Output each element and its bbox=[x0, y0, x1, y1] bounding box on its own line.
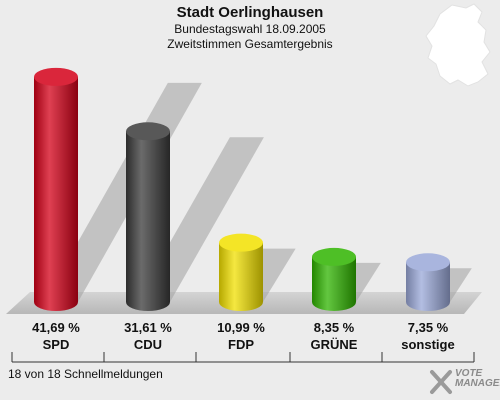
bar-sonstige bbox=[406, 253, 450, 311]
reporting-status: 18 von 18 Schnellmeldungen bbox=[8, 367, 163, 381]
category-label-gr-ne: GRÜNE bbox=[310, 337, 358, 352]
bar-cdu bbox=[126, 122, 170, 311]
bar-top-sonstige bbox=[406, 253, 450, 272]
bar-top-spd bbox=[34, 67, 78, 86]
vote-manager-logo-text: VOTE MANAGER bbox=[455, 369, 500, 389]
bar-fdp bbox=[219, 233, 263, 311]
bar-body-spd bbox=[34, 76, 78, 312]
logo-line-manager: MANAGER bbox=[455, 378, 500, 389]
value-label-sonstige: 7,35 % bbox=[407, 320, 449, 335]
value-label-gr-ne: 8,35 % bbox=[313, 320, 355, 335]
chart-subtitle-election: Bundestagswahl 18.09.2005 bbox=[174, 22, 326, 36]
bar-spd bbox=[34, 67, 78, 312]
chart-title: Stadt Oerlinghausen bbox=[176, 4, 324, 21]
value-label-cdu: 31,61 % bbox=[124, 320, 172, 335]
bar-gr-ne bbox=[312, 247, 356, 311]
category-axis bbox=[11, 352, 475, 363]
germany-map-icon bbox=[425, 3, 491, 87]
logo-line-vote: VOTE bbox=[455, 368, 483, 379]
category-label-fdp: FDP bbox=[228, 337, 254, 352]
category-label-cdu: CDU bbox=[133, 337, 163, 352]
category-label-sonstige: sonstige bbox=[401, 337, 455, 352]
bar-top-cdu bbox=[126, 122, 170, 141]
chart-subtitle-result-type: Zweitstimmen Gesamtergebnis bbox=[167, 37, 333, 51]
value-label-spd: 41,69 % bbox=[32, 320, 80, 335]
bar-body-gr-ne bbox=[312, 256, 356, 311]
value-label-fdp: 10,99 % bbox=[217, 320, 265, 335]
bar-top-fdp bbox=[219, 233, 263, 252]
vote-manager-logo bbox=[430, 370, 452, 394]
category-label-spd: SPD bbox=[42, 337, 70, 352]
bar-body-fdp bbox=[219, 242, 263, 311]
bar-top-gr-ne bbox=[312, 247, 356, 266]
bar-body-sonstige bbox=[406, 262, 450, 311]
bar-body-cdu bbox=[126, 131, 170, 311]
